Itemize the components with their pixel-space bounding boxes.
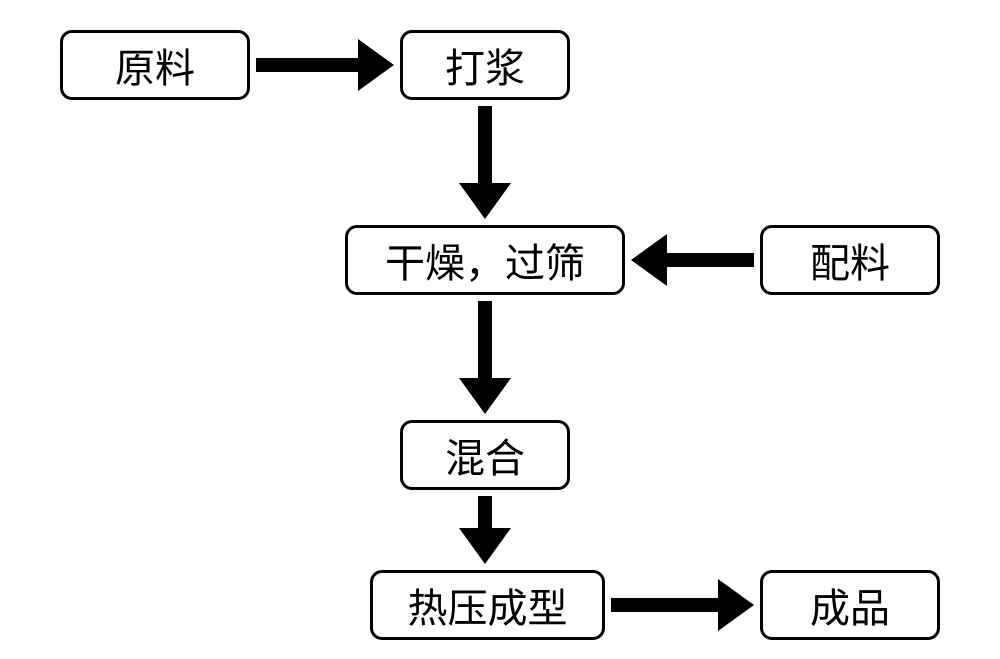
- node-label: 混合: [445, 426, 525, 484]
- node-hot-press: 热压成型: [370, 570, 605, 640]
- node-label: 打浆: [445, 36, 525, 94]
- node-beating: 打浆: [400, 30, 570, 100]
- node-label: 配料: [810, 231, 890, 289]
- node-ingredients: 配料: [760, 225, 940, 295]
- node-raw-material: 原料: [60, 30, 250, 100]
- node-label: 原料: [115, 36, 195, 94]
- node-label: 热压成型: [408, 576, 568, 634]
- node-product: 成品: [760, 570, 940, 640]
- node-label: 成品: [810, 576, 890, 634]
- flowchart-canvas: 原料 打浆 干燥，过筛 配料 混合 热压成型 成品: [0, 0, 1000, 659]
- node-mix: 混合: [400, 420, 570, 490]
- node-label: 干燥，过筛: [385, 231, 585, 289]
- node-dry-sieve: 干燥，过筛: [345, 225, 625, 295]
